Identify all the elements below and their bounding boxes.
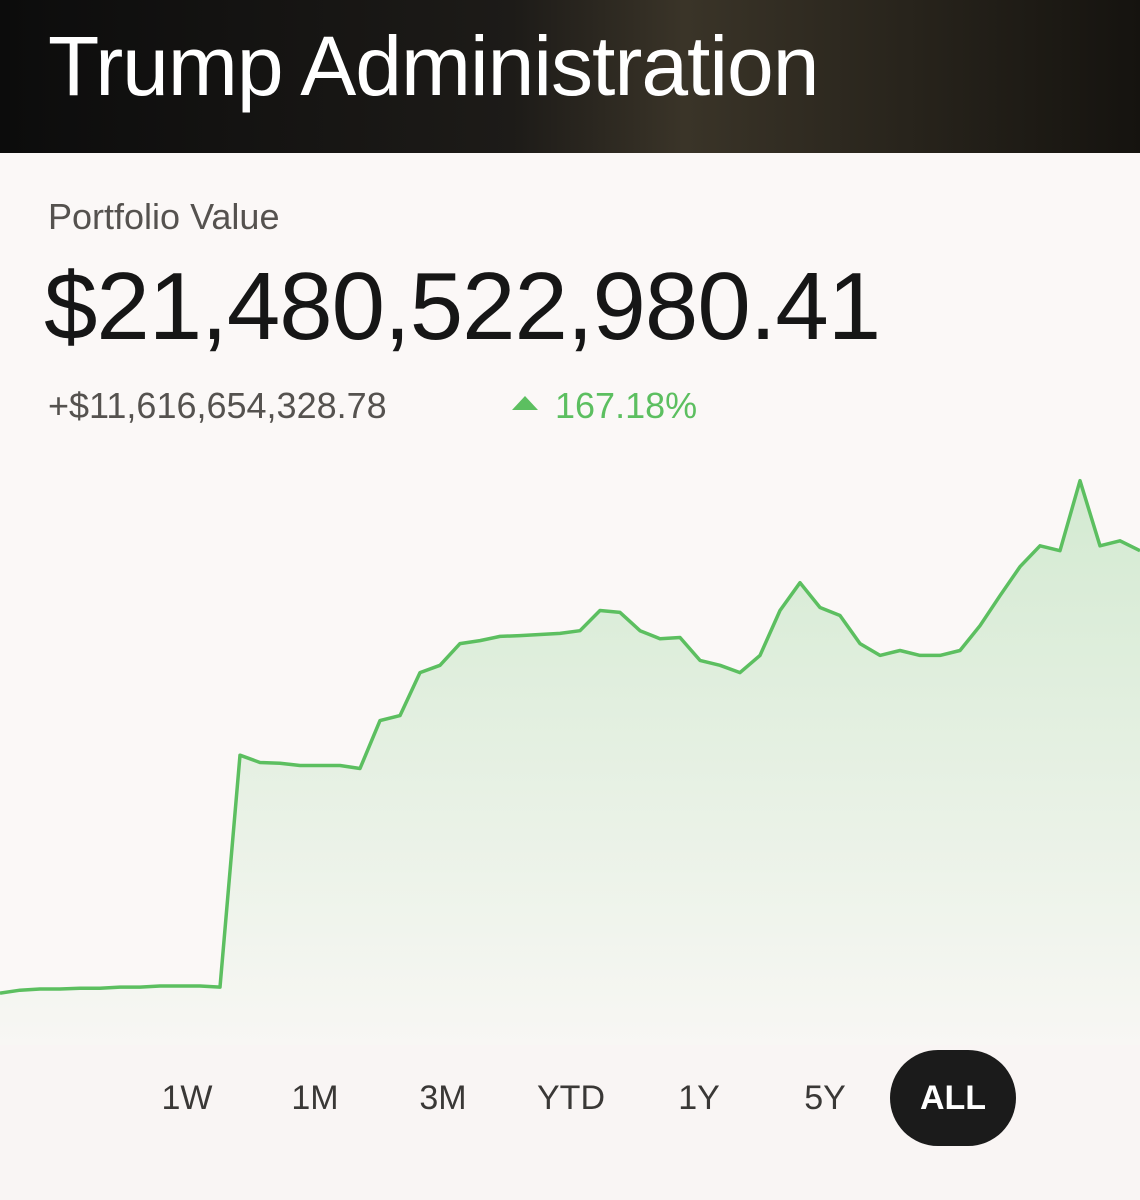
area-fill	[0, 480, 1140, 1045]
range-button[interactable]: 1W	[161, 1078, 213, 1117]
portfolio-label: Portfolio Value	[48, 196, 280, 237]
range-button[interactable]: 3M	[419, 1078, 467, 1117]
range-button[interactable]: 1Y	[678, 1078, 720, 1117]
range-button[interactable]: 1M	[291, 1078, 339, 1117]
header: Trump Administration	[0, 0, 1140, 153]
range-button[interactable]: 5Y	[804, 1078, 846, 1117]
up-arrow	[512, 396, 538, 410]
portfolio-percent: 167.18%	[555, 385, 698, 426]
portfolio-value: $21,480,522,980.41	[44, 253, 881, 360]
range-button[interactable]: YTD	[537, 1078, 605, 1117]
title: Trump Administration	[48, 19, 819, 113]
chart	[0, 478, 1140, 1045]
price-line	[0, 478, 1140, 995]
portfolio-change: +$11,616,654,328.78	[48, 385, 387, 426]
range-button[interactable]: ALL	[890, 1050, 1016, 1146]
